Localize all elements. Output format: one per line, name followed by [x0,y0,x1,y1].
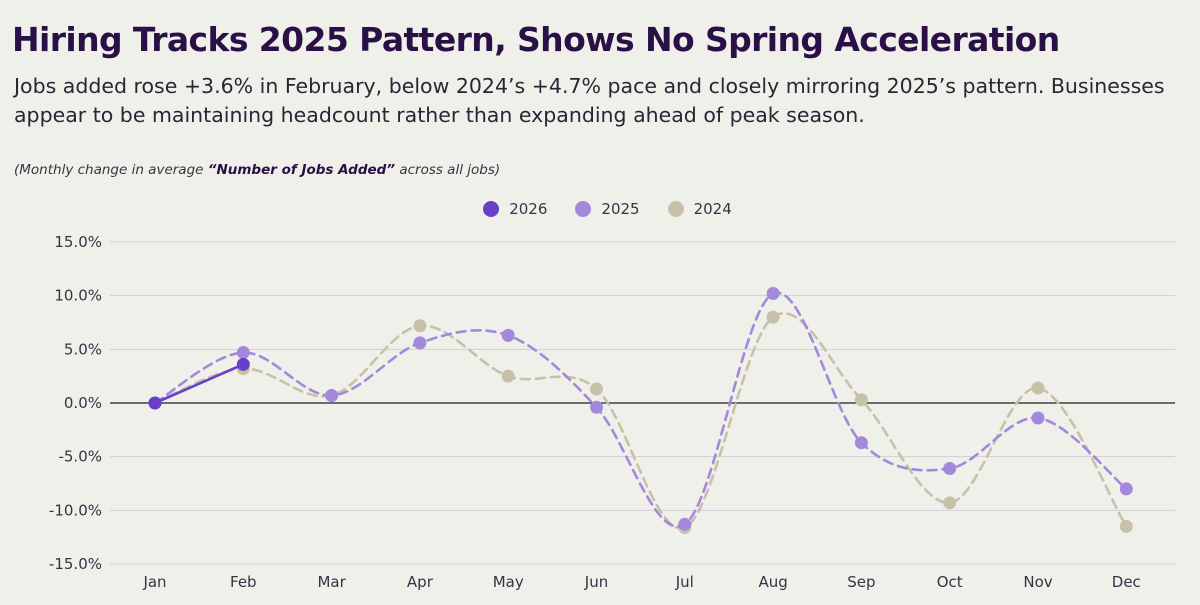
point-2025-feb [236,346,250,360]
legend-marker-2024 [667,201,684,217]
legend: 2026 2025 2024 [0,200,1200,218]
y-tick-label: 10.0% [54,287,102,305]
series-line-2024 [153,312,1128,530]
point-2024-sep [854,393,868,407]
point-2025-jun [590,400,603,414]
point-2026-feb [236,357,250,371]
y-tick-label: -15.0% [49,555,102,573]
note-prefix: (Monthly change in average [14,162,208,178]
point-2025-jul [678,517,692,531]
series-2025 [148,287,1133,531]
legend-marker-2025 [575,201,592,217]
point-2025-oct [943,461,957,475]
series-line-2025 [153,291,1128,528]
x-tick-label-jul: Jul [675,573,694,591]
series-2024 [148,310,1133,535]
series-line-2026 [153,363,245,405]
legend-label-2026: 2026 [509,200,548,218]
legend-marker-2026 [483,201,500,217]
x-tick-label-jun: Jun [584,573,608,591]
point-2025-sep [854,436,868,450]
x-tick-label-apr: Apr [407,573,434,591]
y-tick-label: 0.0% [64,394,102,412]
point-2024-oct [943,496,957,510]
x-tick-label-may: May [493,573,524,591]
y-tick-label: -10.0% [49,501,102,519]
legend-item-2026[interactable]: 2026 [483,200,547,218]
series-2026 [148,357,250,410]
x-tick-label-nov: Nov [1023,573,1052,591]
y-tick-label: 5.0% [64,340,102,358]
note-emphasis: “Number of Jobs Added” [207,162,396,178]
y-tick-label: -5.0% [58,448,102,466]
x-tick-label-aug: Aug [758,573,787,591]
x-tick-label-feb: Feb [230,573,257,591]
legend-item-2025[interactable]: 2025 [575,200,640,218]
point-2024-apr [413,319,427,333]
point-2024-nov [1031,381,1045,395]
point-2025-dec [1119,482,1133,496]
point-2024-aug [766,310,780,324]
chart-note: (Monthly change in average “Number of Jo… [14,162,500,178]
x-tick-label-sep: Sep [847,573,875,591]
legend-label-2025: 2025 [601,200,640,218]
point-2024-jun [590,382,603,396]
point-2025-mar [325,388,339,402]
x-tick-label-jan: Jan [142,573,166,591]
x-tick-label-oct: Oct [937,573,963,591]
y-tick-label: 15.0% [54,233,102,251]
point-2024-dec [1119,519,1133,533]
chart-title: Hiring Tracks 2025 Pattern, Shows No Spr… [12,20,1060,59]
point-2025-nov [1031,411,1045,425]
point-2026-jan [148,396,162,410]
note-suffix: across all jobs) [395,162,501,178]
chart-subtitle: Jobs added rose +3.6% in February, below… [14,74,1165,127]
x-tick-label-dec: Dec [1112,573,1141,591]
legend-item-2024[interactable]: 2024 [667,200,732,218]
point-2025-may [501,328,515,342]
point-2025-aug [766,287,780,301]
point-2024-may [501,369,515,383]
point-2025-apr [413,336,427,350]
legend-label-2024: 2024 [693,200,732,218]
x-tick-label-mar: Mar [317,573,346,591]
